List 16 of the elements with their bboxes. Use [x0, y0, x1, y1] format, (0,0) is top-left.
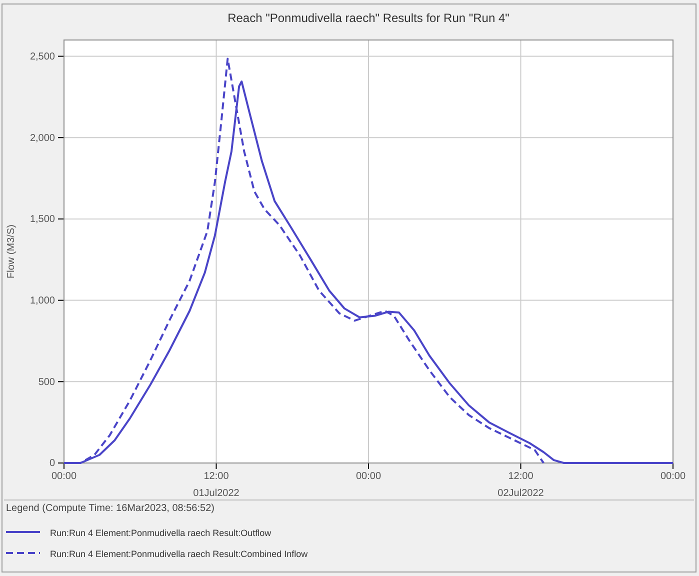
x-tick-label: 00:00 [660, 471, 686, 482]
y-tick-label: 2,500 [30, 51, 56, 62]
legend-title: Legend (Compute Time: 16Mar2023, 08:56:52) [6, 503, 214, 514]
legend-label: Run:Run 4 Element:Ponmudivella raech Result:Outflow [50, 528, 272, 538]
y-axis-title: Flow (M3/S) [6, 224, 17, 278]
x-tick-label: 12:00 02Jul2022 [498, 471, 544, 499]
legend-label: Run:Run 4 Element:Ponmudivella raech Result:Combined Inflow [50, 549, 308, 559]
chart-title: Reach "Ponmudivella raech" Results for Run "Run 4" [228, 11, 510, 25]
y-tick-label: 2,000 [30, 132, 56, 144]
x-tick-label: 00:00 [51, 471, 77, 482]
y-tick-label: 1,500 [30, 214, 56, 226]
x-tick-label: 12:00 01Jul2022 [193, 471, 240, 499]
x-tick-label: 00:00 [356, 471, 382, 482]
y-tick-label: 500 [38, 376, 56, 388]
y-tick-label: 0 [49, 458, 56, 470]
y-tick-label: 1,000 [30, 296, 56, 307]
